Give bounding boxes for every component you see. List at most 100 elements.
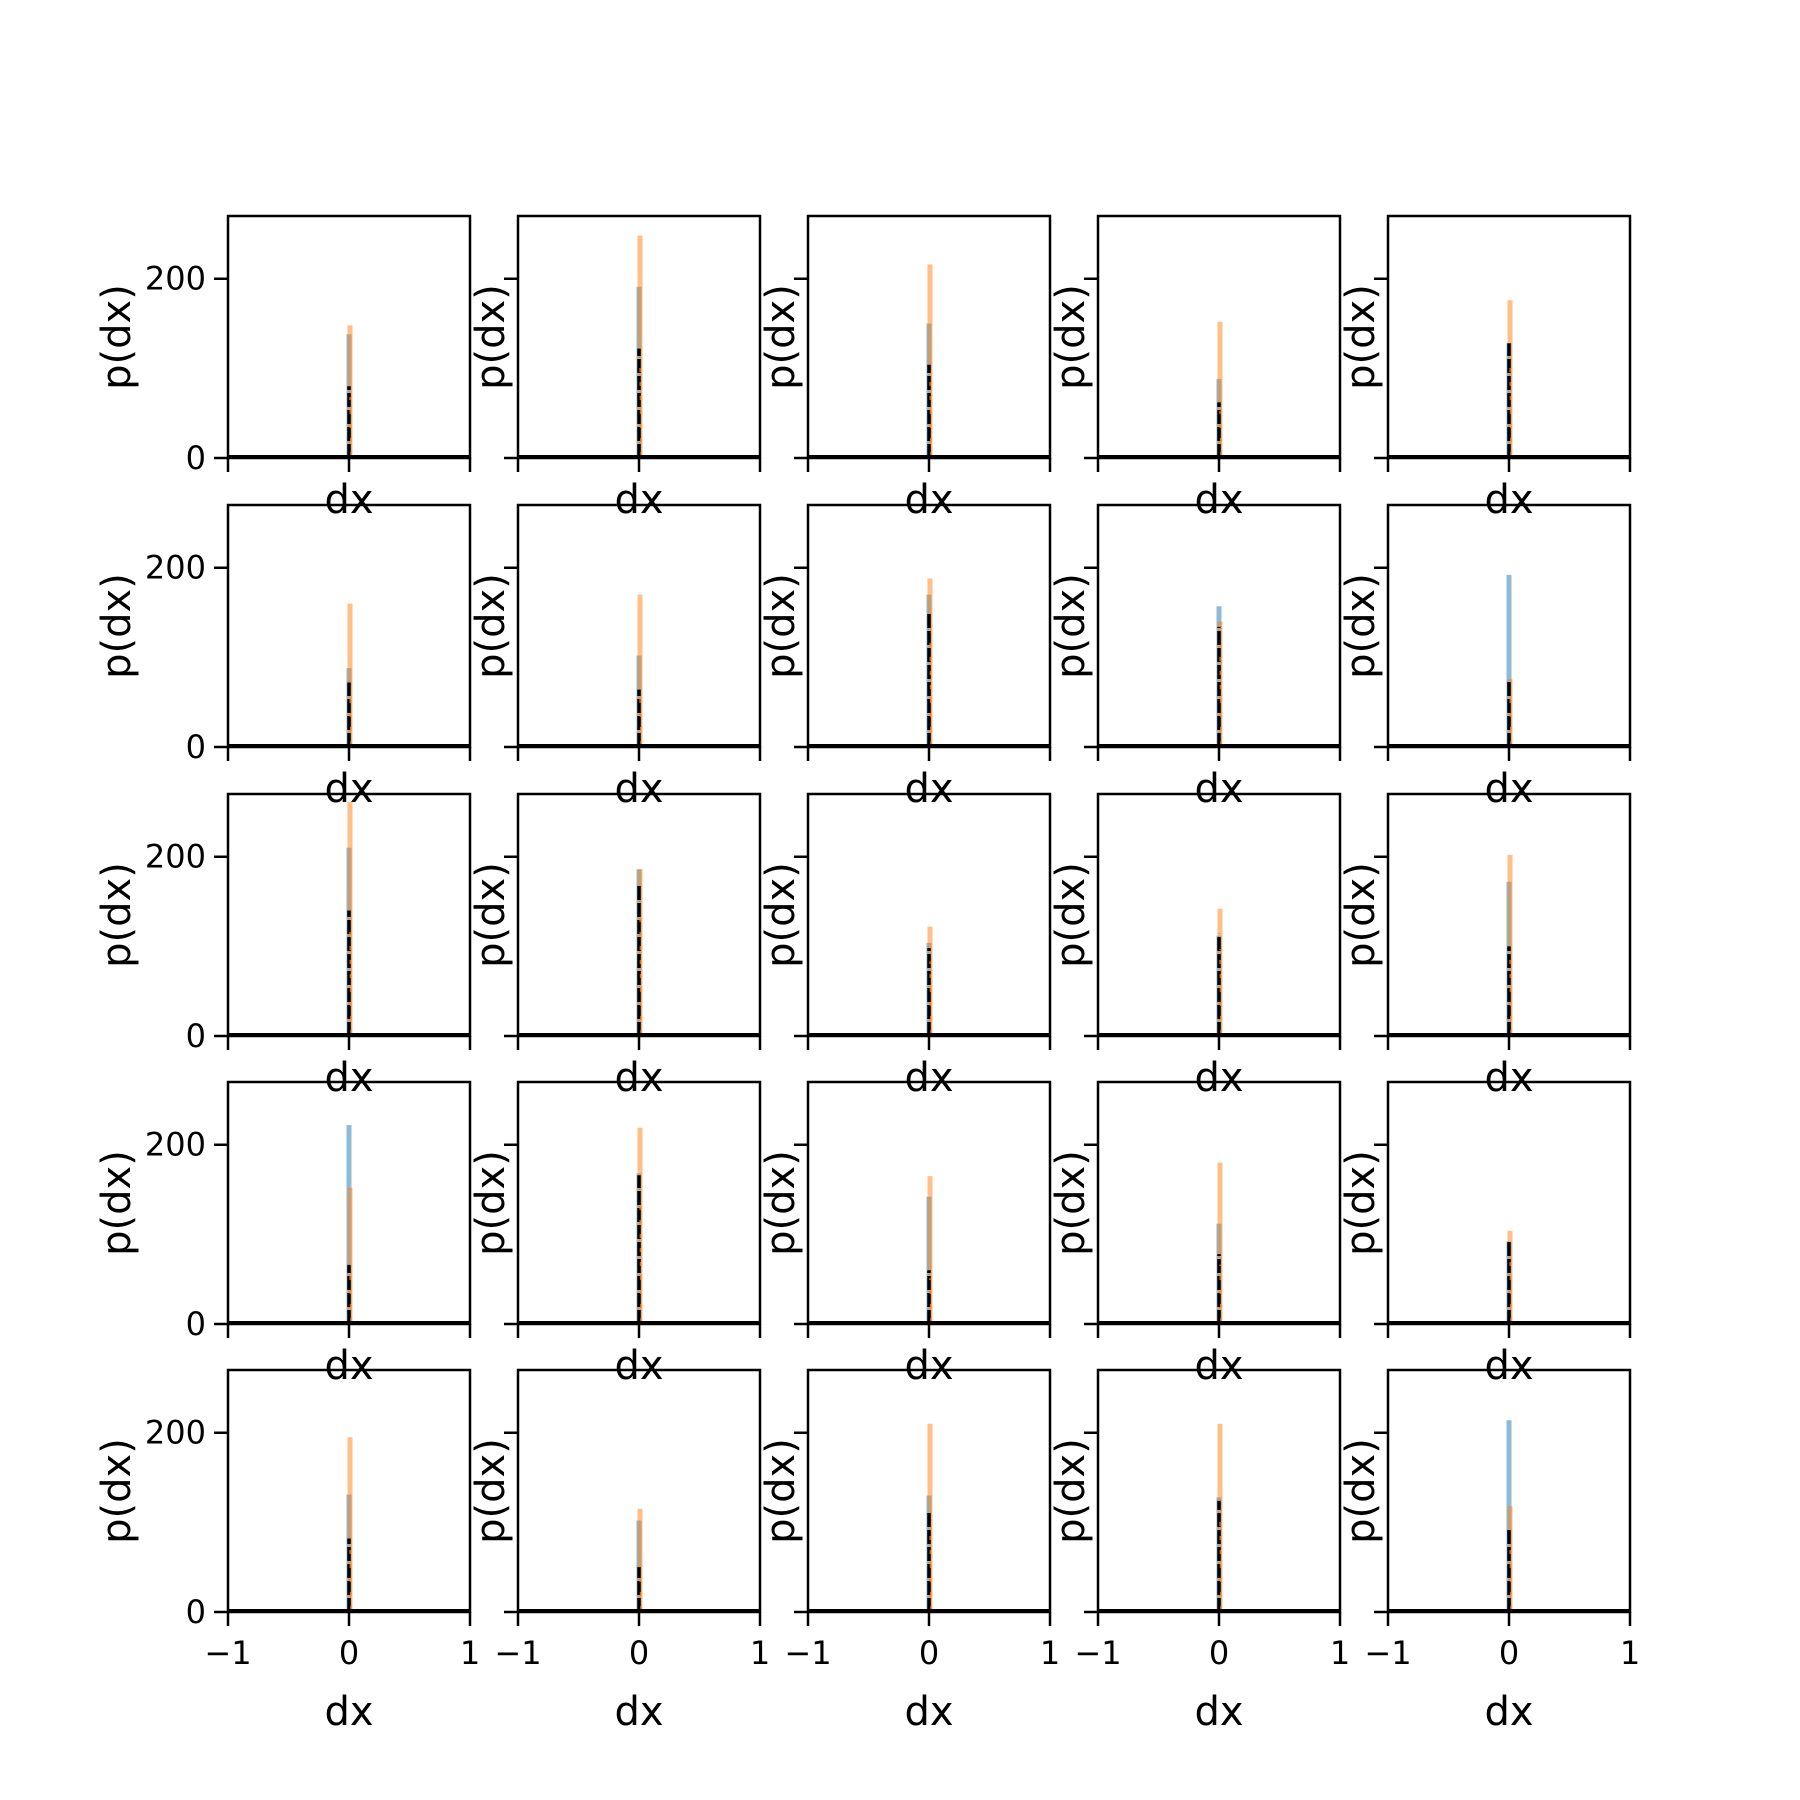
y-axis-label: p(dx) bbox=[1048, 1150, 1094, 1256]
y-axis-label: p(dx) bbox=[1048, 284, 1094, 390]
x-tick-label: −1 bbox=[1074, 1634, 1121, 1672]
y-tick-label: 0 bbox=[186, 439, 206, 477]
x-axis-label: dx bbox=[904, 766, 953, 812]
density-spike-orange bbox=[929, 632, 932, 746]
bar-orange bbox=[347, 1187, 353, 1324]
y-axis-label: p(dx) bbox=[468, 573, 514, 679]
y-axis-label: p(dx) bbox=[758, 1438, 804, 1544]
y-tick-label: 200 bbox=[145, 838, 206, 876]
subplot-r3-c0: 0 200 dx p(dx) bbox=[94, 1080, 472, 1389]
subplot-r3-c2: dx p(dx) bbox=[758, 1080, 1052, 1389]
bar-orange bbox=[637, 235, 643, 458]
bar-orange bbox=[927, 264, 933, 458]
subplot-r4-c2: −1 0 1 dx p(dx) bbox=[758, 1368, 1060, 1735]
x-tick-label: 1 bbox=[750, 1634, 770, 1672]
subplot-r3-c3: dx p(dx) bbox=[1048, 1080, 1342, 1389]
x-tick-label: 0 bbox=[919, 1634, 939, 1672]
subplot-r4-c3: −1 0 1 dx p(dx) bbox=[1048, 1368, 1350, 1735]
subplot-r0-c4: dx p(dx) bbox=[1338, 214, 1632, 523]
y-axis-label: p(dx) bbox=[1338, 862, 1384, 968]
x-axis-label: dx bbox=[1484, 766, 1533, 812]
subplot-r1-c3: dx p(dx) bbox=[1048, 503, 1342, 812]
bar-orange bbox=[637, 1508, 643, 1612]
y-tick-label: 0 bbox=[186, 1305, 206, 1343]
subplot-r3-c1: dx p(dx) bbox=[468, 1080, 762, 1389]
y-axis-label: p(dx) bbox=[1338, 284, 1384, 390]
bar-orange bbox=[347, 1437, 353, 1612]
y-axis-label: p(dx) bbox=[1048, 862, 1094, 968]
bar-orange bbox=[347, 603, 353, 747]
y-axis-label: p(dx) bbox=[94, 1438, 140, 1544]
density-spike-orange bbox=[639, 1573, 642, 1611]
subplot-r0-c3: dx p(dx) bbox=[1048, 214, 1342, 523]
density-spike-orange bbox=[349, 397, 352, 457]
density-spike-orange bbox=[639, 365, 642, 457]
subplot-r3-c4: dx p(dx) bbox=[1338, 1080, 1632, 1389]
x-axis-label: dx bbox=[1484, 1689, 1533, 1735]
y-axis-label: p(dx) bbox=[758, 284, 804, 390]
bar-orange bbox=[1217, 1162, 1223, 1324]
subplot-r4-c4: −1 0 1 dx p(dx) bbox=[1338, 1368, 1640, 1735]
x-axis-label: dx bbox=[324, 1343, 373, 1389]
y-axis-label: p(dx) bbox=[468, 862, 514, 968]
x-tick-label: 0 bbox=[339, 1634, 359, 1672]
x-axis-label: dx bbox=[1194, 1689, 1243, 1735]
y-axis-label: p(dx) bbox=[94, 862, 140, 968]
bar-orange bbox=[637, 869, 643, 1036]
y-axis-label: p(dx) bbox=[1338, 1150, 1384, 1256]
y-tick-label: 200 bbox=[145, 549, 206, 587]
density-spike-orange bbox=[349, 1549, 352, 1611]
x-axis-label: dx bbox=[1484, 1055, 1533, 1101]
y-axis-label: p(dx) bbox=[468, 284, 514, 390]
y-tick-label: 200 bbox=[145, 1126, 206, 1164]
density-spike-orange bbox=[349, 692, 352, 746]
subplot-r2-c3: dx p(dx) bbox=[1048, 792, 1342, 1101]
y-axis-label: p(dx) bbox=[1048, 573, 1094, 679]
y-axis-label: p(dx) bbox=[758, 862, 804, 968]
density-spike-orange bbox=[1509, 1541, 1512, 1611]
x-axis-label: dx bbox=[904, 477, 953, 523]
x-tick-label: 0 bbox=[1209, 1634, 1229, 1672]
subplot-r1-c1: dx p(dx) bbox=[468, 503, 762, 812]
density-spike-orange bbox=[1219, 1264, 1222, 1323]
density-spike-orange bbox=[1509, 360, 1512, 457]
x-axis-label: dx bbox=[614, 477, 663, 523]
density-spike-orange bbox=[1509, 1253, 1512, 1323]
subplot-r0-c2: dx p(dx) bbox=[758, 214, 1052, 523]
x-axis-label: dx bbox=[1194, 477, 1243, 523]
x-axis-label: dx bbox=[1194, 766, 1243, 812]
bar-orange bbox=[927, 578, 933, 747]
x-axis-label: dx bbox=[614, 1055, 663, 1101]
subplot-r2-c1: dx p(dx) bbox=[468, 792, 762, 1101]
x-axis-label: dx bbox=[1194, 1055, 1243, 1101]
y-axis-label: p(dx) bbox=[468, 1438, 514, 1544]
y-axis-label: p(dx) bbox=[468, 1150, 514, 1256]
bar-orange bbox=[1217, 321, 1223, 458]
x-tick-label: −1 bbox=[784, 1634, 831, 1672]
y-axis-label: p(dx) bbox=[758, 573, 804, 679]
subplot-r0-c1: dx p(dx) bbox=[468, 214, 762, 523]
bar-orange bbox=[1507, 854, 1513, 1036]
subplot-r2-c2: dx p(dx) bbox=[758, 792, 1052, 1101]
x-axis-label: dx bbox=[1484, 1343, 1533, 1389]
x-axis-label: dx bbox=[614, 1343, 663, 1389]
bar-orange bbox=[637, 594, 643, 747]
x-axis-label: dx bbox=[1194, 1343, 1243, 1389]
x-axis-label: dx bbox=[324, 1055, 373, 1101]
x-axis-label: dx bbox=[614, 766, 663, 812]
y-tick-label: 0 bbox=[186, 1593, 206, 1631]
y-axis-label: p(dx) bbox=[94, 1150, 140, 1256]
x-tick-label: 0 bbox=[629, 1634, 649, 1672]
x-tick-label: 1 bbox=[1330, 1634, 1350, 1672]
x-axis-label: dx bbox=[324, 1689, 373, 1735]
y-axis-label: p(dx) bbox=[1338, 1438, 1384, 1544]
subplot-r4-c1: −1 0 1 dx p(dx) bbox=[468, 1368, 770, 1735]
subplot-r2-c0: 0 200 dx p(dx) bbox=[94, 792, 472, 1101]
density-spike-orange bbox=[1219, 949, 1222, 1035]
x-axis-label: dx bbox=[614, 1689, 663, 1735]
x-tick-label: −1 bbox=[204, 1634, 251, 1672]
bar-orange bbox=[927, 1176, 933, 1324]
density-spike-orange bbox=[349, 929, 352, 1035]
subplot-r1-c2: dx p(dx) bbox=[758, 503, 1052, 812]
